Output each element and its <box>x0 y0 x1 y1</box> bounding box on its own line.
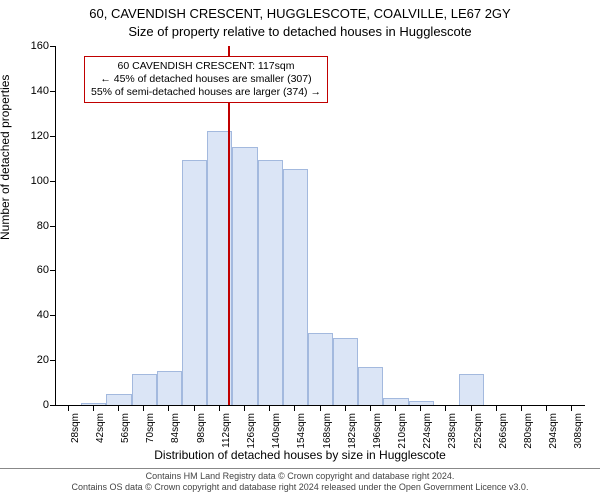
y-tick-label: 60 <box>21 264 49 276</box>
x-tick-label: 112sqm <box>221 413 232 453</box>
x-tick-label: 56sqm <box>120 413 131 453</box>
x-tick <box>471 406 472 411</box>
histogram-bar <box>308 333 333 405</box>
x-tick-label: 252sqm <box>473 413 484 453</box>
x-tick <box>345 406 346 411</box>
footer-line2: Contains OS data © Crown copyright and d… <box>0 482 600 493</box>
annotation-line2: ← 45% of detached houses are smaller (30… <box>91 73 321 86</box>
x-tick-label: 196sqm <box>372 413 383 453</box>
y-tick-label: 160 <box>21 40 49 52</box>
y-tick <box>50 270 55 271</box>
x-tick <box>93 406 94 411</box>
x-tick-label: 84sqm <box>170 413 181 453</box>
annotation-line1: 60 CAVENDISH CRESCENT: 117sqm <box>91 60 321 73</box>
x-tick-label: 126sqm <box>246 413 257 453</box>
histogram-bar <box>283 169 308 405</box>
plot-area: 60 CAVENDISH CRESCENT: 117sqm ← 45% of d… <box>55 46 585 406</box>
y-tick-label: 20 <box>21 354 49 366</box>
y-tick <box>50 315 55 316</box>
x-tick-label: 28sqm <box>70 413 81 453</box>
title-subtitle: Size of property relative to detached ho… <box>0 24 600 39</box>
annotation-line3: 55% of semi-detached houses are larger (… <box>91 86 321 99</box>
x-tick <box>521 406 522 411</box>
x-tick-label: 182sqm <box>347 413 358 453</box>
y-tick <box>50 226 55 227</box>
x-tick <box>269 406 270 411</box>
x-tick <box>194 406 195 411</box>
x-tick-label: 168sqm <box>322 413 333 453</box>
histogram-bar <box>106 394 131 405</box>
x-tick <box>244 406 245 411</box>
x-tick <box>219 406 220 411</box>
x-tick-label: 238sqm <box>447 413 458 453</box>
x-tick <box>395 406 396 411</box>
histogram-bar <box>409 401 434 405</box>
chart-container: 60, CAVENDISH CRESCENT, HUGGLESCOTE, COA… <box>0 0 600 500</box>
y-tick <box>50 91 55 92</box>
x-tick-label: 294sqm <box>548 413 559 453</box>
x-tick-label: 308sqm <box>573 413 584 453</box>
annotation-box: 60 CAVENDISH CRESCENT: 117sqm ← 45% of d… <box>84 56 328 103</box>
y-tick <box>50 46 55 47</box>
x-tick <box>496 406 497 411</box>
histogram-bar <box>182 160 207 405</box>
x-tick <box>546 406 547 411</box>
x-tick-label: 266sqm <box>498 413 509 453</box>
histogram-bar <box>383 398 408 405</box>
x-tick <box>143 406 144 411</box>
histogram-bar <box>258 160 283 405</box>
x-tick <box>571 406 572 411</box>
y-tick <box>50 136 55 137</box>
x-tick-label: 140sqm <box>271 413 282 453</box>
x-tick <box>294 406 295 411</box>
y-tick <box>50 181 55 182</box>
footer: Contains HM Land Registry data © Crown c… <box>0 468 600 493</box>
y-tick <box>50 360 55 361</box>
histogram-bar <box>81 403 106 405</box>
x-tick <box>420 406 421 411</box>
x-tick <box>445 406 446 411</box>
y-tick-label: 80 <box>21 220 49 232</box>
y-tick-label: 40 <box>21 309 49 321</box>
x-tick-label: 98sqm <box>196 413 207 453</box>
footer-line1: Contains HM Land Registry data © Crown c… <box>0 471 600 482</box>
title-address: 60, CAVENDISH CRESCENT, HUGGLESCOTE, COA… <box>0 6 600 21</box>
x-tick-label: 154sqm <box>296 413 307 453</box>
x-tick-label: 224sqm <box>422 413 433 453</box>
x-tick-label: 210sqm <box>397 413 408 453</box>
x-tick-label: 280sqm <box>523 413 534 453</box>
histogram-bar <box>333 338 358 405</box>
y-tick-label: 140 <box>21 85 49 97</box>
histogram-bar <box>232 147 257 405</box>
y-tick-label: 120 <box>21 130 49 142</box>
x-tick <box>320 406 321 411</box>
histogram-bar <box>459 374 484 405</box>
y-tick-label: 100 <box>21 175 49 187</box>
histogram-bar <box>358 367 383 405</box>
y-axis-label: Number of detached properties <box>0 75 12 240</box>
x-tick <box>370 406 371 411</box>
x-tick <box>68 406 69 411</box>
y-tick <box>50 405 55 406</box>
x-tick <box>168 406 169 411</box>
histogram-bar <box>157 371 182 405</box>
x-tick-label: 42sqm <box>95 413 106 453</box>
x-tick-label: 70sqm <box>145 413 156 453</box>
x-tick <box>118 406 119 411</box>
histogram-bar <box>132 374 157 405</box>
y-tick-label: 0 <box>21 399 49 411</box>
